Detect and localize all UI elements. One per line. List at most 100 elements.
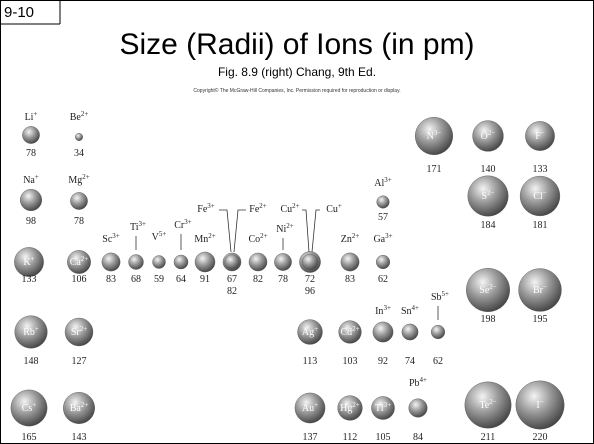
ion-charge: + <box>35 325 39 333</box>
ion-sphere <box>409 399 427 417</box>
ion-sphere <box>376 255 390 269</box>
ion-sphere <box>75 133 82 140</box>
ion-symbol: O <box>481 131 488 142</box>
ion-symbol: Au <box>302 403 314 414</box>
ion-charge: + <box>32 401 36 409</box>
ion-charge: 2+ <box>81 401 89 409</box>
ion-radius: 105 <box>376 432 391 443</box>
ion-sphere <box>195 252 215 272</box>
ion-sphere <box>249 253 267 271</box>
ion-charge: 3− <box>434 129 442 137</box>
ion-radius: 74 <box>405 356 415 367</box>
ion-radius: 62 <box>433 356 443 367</box>
ion-sphere <box>341 253 359 271</box>
ion-radius: 143 <box>72 432 87 443</box>
ion-radius: 103 <box>343 356 358 367</box>
ion-sphere <box>70 192 87 209</box>
ion-symbol: Te <box>479 400 489 411</box>
ion-radius: 137 <box>303 432 318 443</box>
ion-radius: 113 <box>303 356 318 367</box>
slide: 9-10 Size (Radii) of Ions (in pm) Fig. 8… <box>0 0 594 444</box>
ion-symbol: Ni <box>276 224 286 235</box>
ion-charge: 2− <box>489 398 497 406</box>
ion-radius: 34 <box>74 148 84 159</box>
ion-symbol: Fe <box>249 204 260 215</box>
ion-symbol: Na <box>23 175 35 186</box>
ion-radius: 133 <box>533 164 548 175</box>
ion-symbol: Sc <box>102 234 113 245</box>
ion-charge: 2− <box>489 283 497 291</box>
slide-number: 9-10 <box>4 4 34 21</box>
ion-radius: 127 <box>72 356 87 367</box>
ion-radius: 96 <box>305 286 315 297</box>
ion-charge: 2+ <box>81 110 89 118</box>
ion-charge: 2− <box>487 189 495 197</box>
ion-symbol: Se <box>479 285 490 296</box>
ion-symbol: Al <box>374 178 384 189</box>
ion-charge: 2+ <box>82 173 90 181</box>
ion-charge: 5+ <box>442 290 450 298</box>
ion-radius: 68 <box>131 274 141 285</box>
ion-charge: 2+ <box>259 202 267 210</box>
ion-charge: − <box>540 398 544 406</box>
ion-radius: 112 <box>343 432 358 443</box>
ion-charge: + <box>31 255 35 263</box>
ion-sphere <box>373 322 393 342</box>
ion-radius: 67 <box>227 274 237 285</box>
ion-symbol: Mg <box>68 175 82 186</box>
ion-charge: 2+ <box>292 202 300 210</box>
ion-charge: 2+ <box>80 325 88 333</box>
ion-charge: 2− <box>488 129 496 137</box>
ion-radius: 78 <box>278 274 288 285</box>
ion-symbol: Cu <box>326 204 338 215</box>
ion-radius: 198 <box>481 314 496 325</box>
ion-symbol: Rb <box>23 327 35 338</box>
ion-radius: 91 <box>200 274 210 285</box>
ion-symbol: Co <box>248 234 260 245</box>
ion-charge: + <box>33 110 37 118</box>
ion-sphere <box>129 255 144 270</box>
ion-symbol: Hg <box>340 403 352 414</box>
ion-radius: 195 <box>533 314 548 325</box>
ion-charge: 2+ <box>81 255 89 263</box>
ion-radius: 181 <box>533 220 548 231</box>
ion-charge: 4+ <box>412 304 420 312</box>
ion-radius: 184 <box>481 220 496 231</box>
ion-sphere <box>225 255 240 270</box>
ion-charge: 3+ <box>383 304 391 312</box>
ion-symbol: Sb <box>431 292 442 303</box>
ion-sphere <box>20 189 42 211</box>
ion-charge: 3+ <box>207 202 215 210</box>
ion-radius: 148 <box>24 356 39 367</box>
ion-sphere <box>377 196 390 209</box>
ion-symbol: Ba <box>70 403 82 414</box>
ion-symbol: Cd <box>340 327 352 338</box>
ion-charge: 2+ <box>352 325 360 333</box>
ion-charge: 3+ <box>139 220 147 228</box>
ion-symbol: In <box>375 306 383 317</box>
ion-symbol: Cu <box>280 204 292 215</box>
ion-symbol: Tl <box>375 403 384 414</box>
ion-symbol: Ga <box>373 234 385 245</box>
ion-charge: 2+ <box>208 232 216 240</box>
ion-radius: 133 <box>22 274 37 285</box>
ion-radius: 220 <box>533 432 548 443</box>
ion-radius: 78 <box>74 216 84 227</box>
ion-charge: 3+ <box>184 218 192 226</box>
ion-symbol: Mn <box>194 234 208 245</box>
ion-symbol: Pb <box>409 378 420 389</box>
ion-sphere <box>174 255 188 269</box>
ion-charge: + <box>314 401 318 409</box>
ion-sphere <box>302 254 318 270</box>
ion-charge: + <box>338 202 342 210</box>
ion-radius: 83 <box>345 274 355 285</box>
ion-charge: − <box>543 283 547 291</box>
title: Size (Radii) of Ions (in pm) <box>119 28 474 61</box>
ion-symbol: Sn <box>401 306 412 317</box>
ion-charge: − <box>543 189 547 197</box>
ion-charge: 4+ <box>420 376 428 384</box>
ion-sphere <box>402 324 418 340</box>
ion-charge: 2+ <box>352 401 360 409</box>
ion-radius: 211 <box>481 432 496 443</box>
ion-charge: − <box>541 129 545 137</box>
